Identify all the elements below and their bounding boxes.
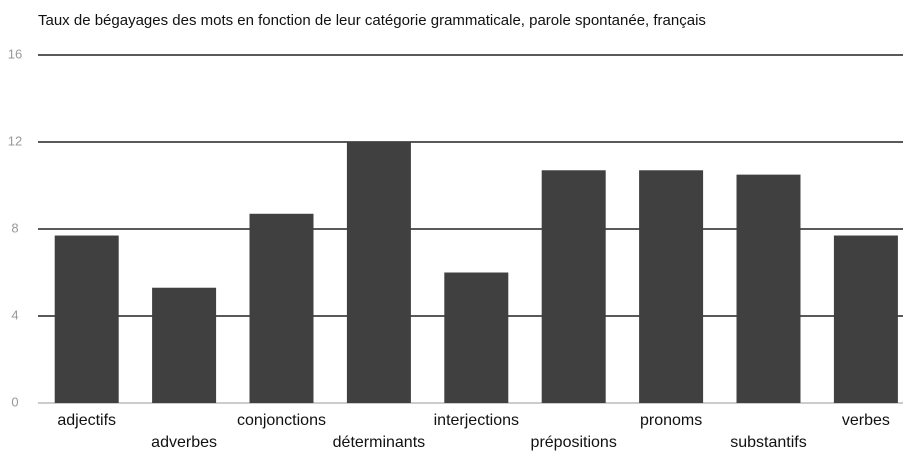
x-tick-label: interjections [434, 412, 519, 429]
bar [639, 170, 704, 403]
bar [54, 235, 119, 403]
x-tick-label: déterminants [333, 434, 426, 451]
chart-title: Taux de bégayages des mots en fonction d… [38, 12, 706, 29]
bar [444, 272, 509, 403]
y-tick-label: 0 [11, 394, 18, 409]
y-tick-label: 16 [8, 46, 22, 61]
y-tick-label: 12 [8, 133, 22, 148]
x-tick-label: pronoms [640, 412, 702, 429]
x-tick-label: adverbes [151, 434, 217, 451]
bar [346, 142, 411, 403]
bar [152, 287, 217, 403]
x-tick-label: verbes [842, 412, 890, 429]
bar [541, 170, 606, 403]
bar [736, 174, 801, 403]
x-tick-label: prépositions [531, 434, 617, 451]
y-tick-label: 4 [11, 307, 18, 322]
x-tick-label: substantifs [730, 434, 806, 451]
x-tick-label: adjectifs [57, 412, 116, 429]
x-tick-label: conjonctions [237, 412, 326, 429]
bar [833, 235, 898, 403]
y-tick-label: 8 [11, 220, 18, 235]
bar [249, 213, 314, 403]
